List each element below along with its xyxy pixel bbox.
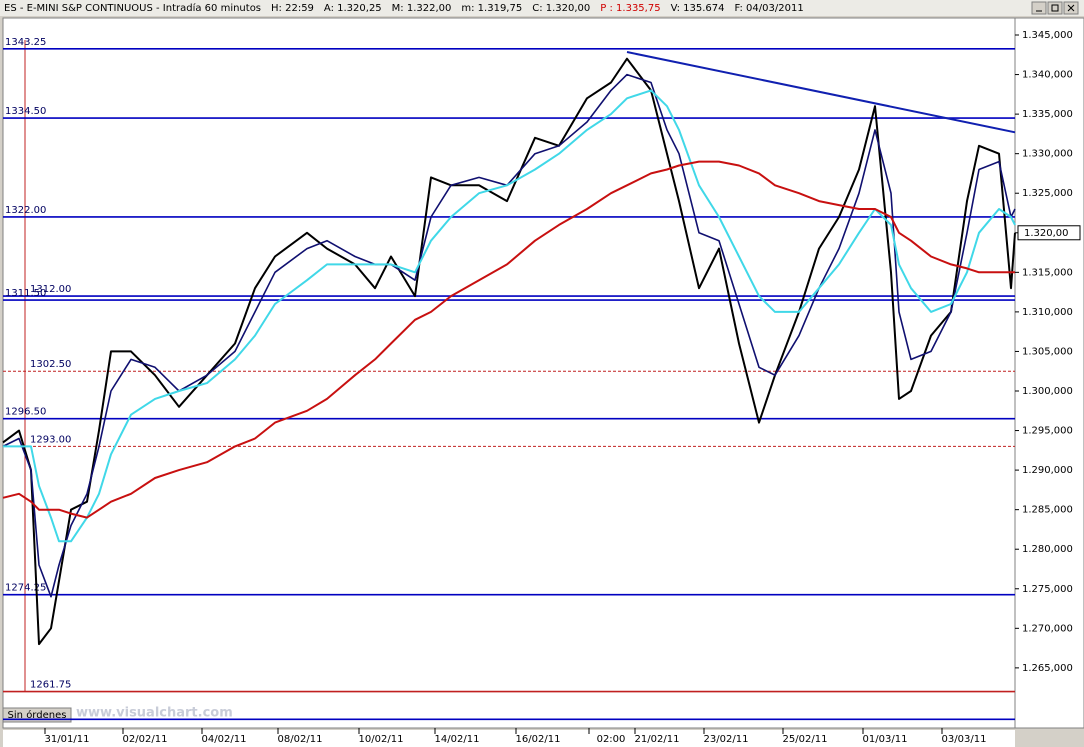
level-label: 1302.50 — [30, 359, 71, 370]
icon — [1051, 4, 1059, 12]
level-label: 1274.25 — [5, 583, 46, 594]
x-tick-label: 21/02/11 — [635, 734, 680, 745]
x-tick-label: 08/02/11 — [278, 734, 323, 745]
watermark: www.visualchart.com — [76, 706, 233, 721]
orders-button-label[interactable]: Sin órdenes — [8, 709, 67, 721]
level-label: 1296.50 — [5, 407, 46, 418]
y-tick-label: 1.310,000 — [1022, 307, 1073, 318]
x-tick-label: 02/02/11 — [123, 734, 168, 745]
level-label: 1322.00 — [5, 205, 46, 216]
plot-area — [2, 17, 1016, 729]
y-tick-label: 1.345,000 — [1022, 30, 1073, 41]
x-tick-label: 10/02/11 — [359, 734, 404, 745]
x-tick-label: 01/03/11 — [863, 734, 908, 745]
series-line — [2, 57, 1016, 646]
x-tick-label: 03/03/11 — [942, 734, 987, 745]
icon — [1067, 4, 1075, 12]
x-tick-label: 02:00 — [597, 734, 626, 745]
y-tick-label: 1.285,000 — [1022, 505, 1073, 516]
y-tick-label: 1.305,000 — [1022, 346, 1073, 357]
y-tick-label: 1.265,000 — [1022, 663, 1073, 674]
stat: H: 22:59 — [271, 3, 314, 14]
y-tick-label: 1.295,000 — [1022, 426, 1073, 437]
trendline — [626, 51, 1016, 134]
level-label: 1343.25 — [5, 37, 46, 48]
y-axis-area — [1014, 17, 1084, 729]
y-tick-label: 1.300,000 — [1022, 386, 1073, 397]
y-tick-label: 1.340,000 — [1022, 70, 1073, 81]
y-tick-label: 1.280,000 — [1022, 544, 1073, 555]
y-tick-label: 1.290,000 — [1022, 465, 1073, 476]
series-line — [2, 73, 1016, 598]
x-tick-label: 04/02/11 — [202, 734, 247, 745]
y-tick-label: 1.325,000 — [1022, 188, 1073, 199]
chart-title: ES - E-MINI S&P CONTINUOUS - Intradía 60… — [4, 2, 261, 14]
level-label: 1312.00 — [30, 284, 71, 295]
y-tick-label: 1.330,000 — [1022, 149, 1073, 160]
stat: A: 1.320,25 — [324, 3, 382, 14]
x-tick-label: 23/02/11 — [704, 734, 749, 745]
stat: P : 1.335,75 — [600, 3, 660, 14]
level-label: 1293.00 — [30, 434, 71, 445]
y-tick-label: 1.275,000 — [1022, 584, 1073, 595]
stat: F: 04/03/2011 — [735, 3, 804, 14]
level-label: 1261.75 — [30, 680, 71, 691]
window-buttons — [1031, 1, 1079, 15]
x-axis-area — [3, 730, 1015, 747]
minimize-button[interactable] — [1031, 1, 1047, 15]
level-label: 1334.50 — [5, 106, 46, 117]
stat: C: 1.320,00 — [532, 3, 590, 14]
x-tick-label: 25/02/11 — [783, 734, 828, 745]
title-bar — [0, 0, 1084, 16]
y-tick-label: 1.315,000 — [1022, 267, 1073, 278]
x-tick-label: 16/02/11 — [516, 734, 561, 745]
maximize-button[interactable] — [1047, 1, 1063, 15]
level-label: 1311.50 — [5, 288, 46, 299]
x-tick-label: 31/01/11 — [45, 734, 90, 745]
stat: M: 1.322,00 — [392, 3, 452, 14]
series-line — [2, 160, 1015, 519]
series-line — [3, 89, 1016, 543]
y-tick-label: 1.270,000 — [1022, 623, 1073, 634]
x-tick-label: 14/02/11 — [435, 734, 480, 745]
y-tick-label: 1.335,000 — [1022, 109, 1073, 120]
stat: V: 135.674 — [671, 3, 725, 14]
last-price-box — [1017, 225, 1081, 241]
last-price-label: 1.320,00 — [1024, 228, 1069, 239]
stat: m: 1.319,75 — [461, 3, 522, 14]
